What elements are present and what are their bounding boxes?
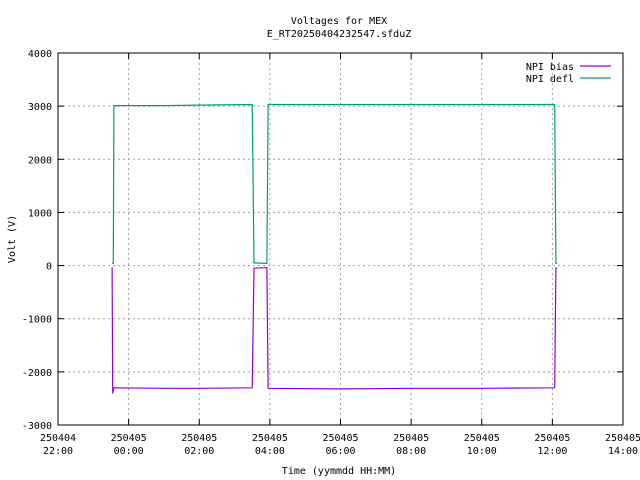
x-tick-label-time: 14:00	[608, 446, 638, 457]
x-tick-label-date: 250404	[40, 433, 76, 444]
chart-subtitle: E_RT20250404232547.sfduZ	[267, 29, 412, 40]
x-tick-label-time: 22:00	[43, 446, 73, 457]
tick-layer: -3000 -2000 -1000 0 1000 2000 3000 4000 250404 22…	[22, 49, 640, 457]
x-tick-label-date: 250405	[322, 433, 358, 444]
y-tick-label: -3000	[22, 421, 52, 432]
x-tick-label-time: 00:00	[114, 446, 144, 457]
x-tick-label-time: 04:00	[255, 446, 285, 457]
x-tick-label-date: 250405	[181, 433, 217, 444]
y-tick-label: 2000	[28, 155, 52, 166]
chart-title: Voltages for MEX	[291, 16, 387, 27]
y-tick-label: 1000	[28, 208, 52, 219]
grid-layer	[58, 53, 623, 425]
y-tick-label: -1000	[22, 315, 52, 326]
x-axis-label: Time (yymmdd HH:MM)	[282, 466, 396, 477]
x-tick-label-date: 250405	[393, 433, 429, 444]
x-tick-label-time: 06:00	[325, 446, 355, 457]
x-tick-label-date: 250405	[111, 433, 147, 444]
series-line-npi-bias	[111, 267, 558, 394]
y-tick-label: -2000	[22, 368, 52, 379]
legend-label: NPI bias	[526, 62, 574, 73]
x-tick-label-date: 250405	[464, 433, 500, 444]
y-tick-label: 4000	[28, 49, 52, 60]
x-tick-label-date: 250405	[605, 433, 640, 444]
x-tick-label-date: 250405	[534, 433, 570, 444]
y-axis-label: Volt (V)	[7, 215, 18, 263]
y-tick-label: 3000	[28, 102, 52, 113]
x-tick-label-time: 10:00	[467, 446, 497, 457]
series-layer	[111, 103, 558, 394]
series-line-npi-defl	[112, 103, 558, 264]
legend-label: NPI defl	[526, 74, 574, 85]
x-tick-label-time: 12:00	[537, 446, 567, 457]
x-tick-label-time: 02:00	[184, 446, 214, 457]
x-tick-label-date: 250405	[252, 433, 288, 444]
y-tick-label: 0	[46, 262, 52, 273]
x-tick-label-time: 08:00	[396, 446, 426, 457]
